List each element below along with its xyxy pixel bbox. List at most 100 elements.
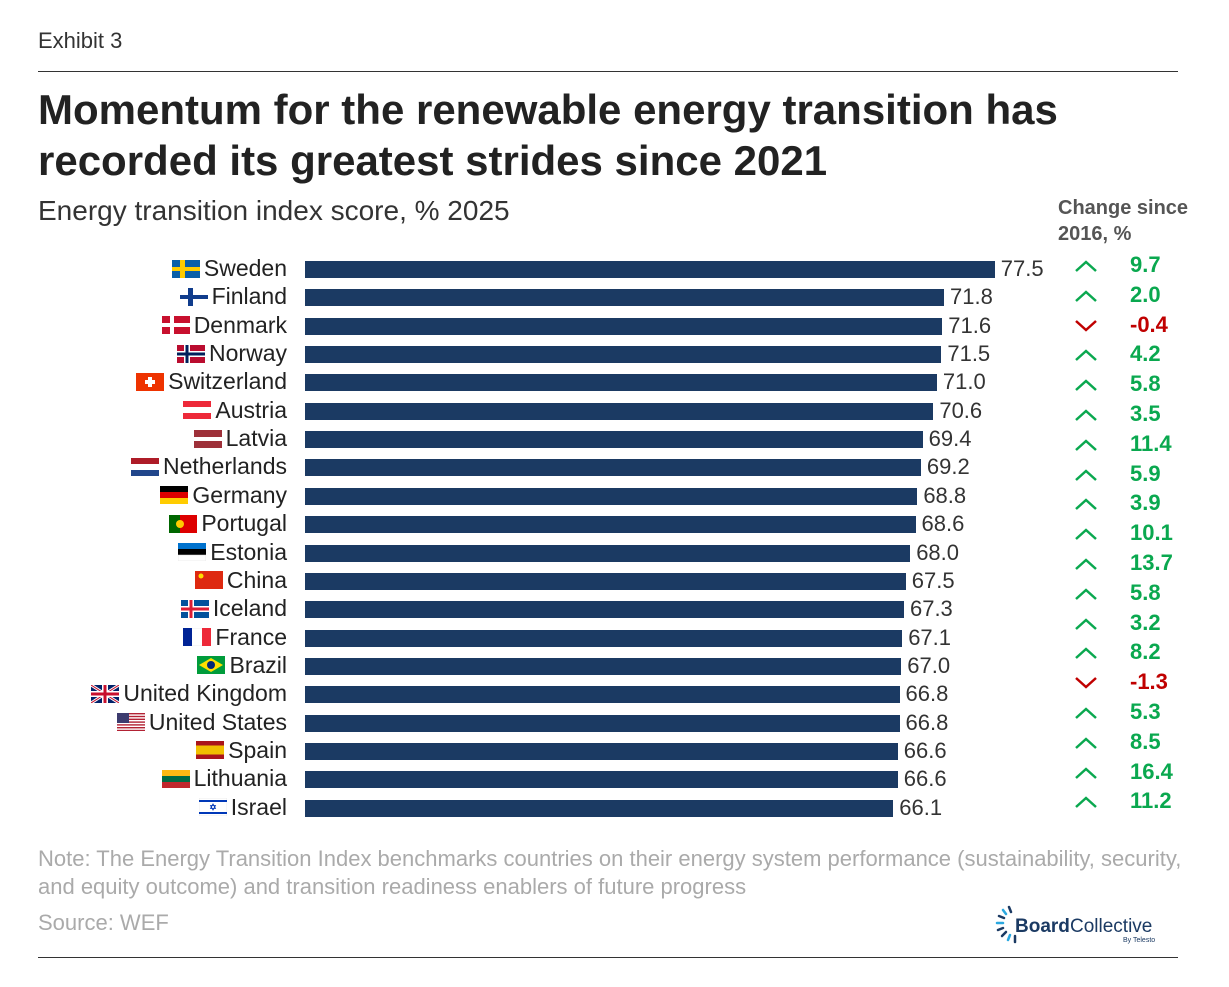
country-label-united-kingdom: United Kingdom [91, 680, 287, 707]
value-label-estonia: 68.0 [916, 539, 960, 565]
country-name: Brazil [229, 651, 287, 678]
bar-germany [305, 487, 918, 505]
country-label-latvia: Latvia [193, 425, 287, 452]
change-value: 9.7 [1130, 252, 1161, 277]
value-label-denmark: 71.6 [948, 312, 992, 338]
country-label-netherlands: Netherlands [130, 453, 287, 480]
arrow-down-icon [1074, 319, 1098, 333]
country-label-portugal: Portugal [169, 510, 287, 537]
flag-brazil-icon [197, 656, 226, 675]
source: Source: WEF [38, 910, 169, 935]
bar-netherlands [305, 459, 921, 477]
country-label-spain: Spain [196, 737, 287, 764]
change-value: 8.2 [1130, 639, 1161, 665]
country-label-finland: Finland [179, 283, 287, 310]
value-label-israel: 66.1 [899, 794, 943, 820]
country-label-sweden: Sweden [171, 255, 287, 282]
flag-estonia-icon [178, 543, 207, 561]
svg-text:Board: Board [1015, 916, 1070, 937]
arrow-up-icon [1074, 468, 1098, 482]
value-label-iceland: 67.3 [909, 596, 953, 622]
country-label-brazil: Brazil [197, 652, 287, 679]
country-name: United Kingdom [123, 680, 287, 707]
arrow-up-icon [1074, 527, 1098, 541]
value-label-brazil: 67.0 [907, 652, 951, 678]
change-value: 5.8 [1130, 371, 1161, 397]
bar-estonia [305, 544, 911, 562]
value-label-united-states: 66.8 [905, 709, 949, 735]
arrow-up-icon [1074, 795, 1098, 809]
arrow-up-icon [1074, 438, 1098, 452]
value-label-latvia: 69.4 [928, 426, 972, 452]
bottom-divider [38, 957, 1178, 958]
flag-norway-icon [177, 344, 206, 363]
country-name: Latvia [225, 425, 287, 452]
arrow-up-icon [1074, 378, 1098, 392]
flag-iceland-icon [180, 599, 209, 618]
svg-text:By Telesto: By Telesto [1123, 937, 1155, 944]
bar-denmark [305, 317, 943, 335]
flag-israel-icon [198, 798, 227, 817]
country-label-denmark: Denmark [161, 312, 287, 339]
bar-united-kingdom [305, 686, 900, 704]
country-name: Norway [209, 340, 287, 367]
change-value: 5.3 [1130, 699, 1161, 724]
flag-sweden-icon [171, 259, 200, 278]
country-label-norway: Norway [177, 340, 287, 367]
arrow-up-icon [1074, 557, 1098, 571]
value-label-portugal: 68.6 [921, 511, 965, 537]
value-label-germany: 68.8 [923, 482, 967, 508]
arrow-up-icon [1074, 497, 1098, 511]
svg-text:Collective: Collective [1070, 916, 1152, 937]
bar-france [305, 629, 903, 647]
flag-germany-icon [160, 486, 189, 505]
arrow-up-icon [1074, 408, 1098, 422]
change-value: 3.2 [1130, 609, 1161, 635]
arrow-up-icon [1074, 587, 1098, 601]
value-label-china: 67.5 [911, 567, 955, 593]
country-name: Netherlands [162, 453, 287, 480]
bar-norway [305, 346, 942, 364]
country-label-china: China [194, 566, 287, 594]
change-value: -1.3 [1130, 669, 1168, 695]
country-name: France [215, 623, 287, 650]
flag-netherlands-icon [130, 457, 159, 476]
country-name: Austria [215, 396, 287, 423]
value-label-netherlands: 69.2 [926, 454, 970, 480]
arrow-up-icon [1074, 289, 1098, 303]
flag-portugal-icon [169, 514, 198, 533]
country-label-estonia: Estonia [178, 539, 287, 566]
bar-lithuania [305, 771, 898, 789]
bar-brazil [305, 657, 902, 675]
country-name: Israel [230, 793, 287, 820]
arrow-up-icon [1074, 617, 1098, 631]
change-value: -0.4 [1130, 311, 1168, 337]
value-label-spain: 66.6 [903, 737, 947, 763]
country-name: China [226, 566, 287, 593]
country-label-united-states: United States [116, 709, 287, 736]
change-value: 13.7 [1130, 550, 1173, 575]
change-value: 11.4 [1130, 430, 1172, 456]
top-divider [38, 71, 1178, 72]
value-label-finland: 71.8 [950, 284, 993, 310]
chart-title: Momentum for the renewable energy transi… [38, 86, 1058, 184]
change-value: 5.9 [1130, 460, 1161, 486]
bar-latvia [305, 431, 923, 449]
chart-subtitle: Energy transition index score, % 2025 [38, 195, 510, 226]
country-name: Estonia [210, 538, 287, 565]
value-label-norway: 71.5 [947, 341, 991, 367]
value-label-sweden: 77.5 [1000, 256, 1044, 281]
change-value: 5.8 [1130, 579, 1161, 605]
flag-spain-icon [196, 741, 225, 760]
value-label-switzerland: 71.0 [942, 369, 986, 395]
bar-portugal [305, 516, 916, 534]
value-label-united-kingdom: 66.8 [905, 681, 949, 707]
arrow-up-icon [1074, 646, 1098, 660]
country-name: Portugal [201, 510, 287, 537]
change-value: 3.9 [1130, 490, 1161, 516]
arrow-up-icon [1074, 736, 1098, 750]
country-label-lithuania: Lithuania [161, 765, 287, 792]
bar-china [305, 572, 906, 590]
country-label-switzerland: Switzerland [136, 368, 287, 395]
